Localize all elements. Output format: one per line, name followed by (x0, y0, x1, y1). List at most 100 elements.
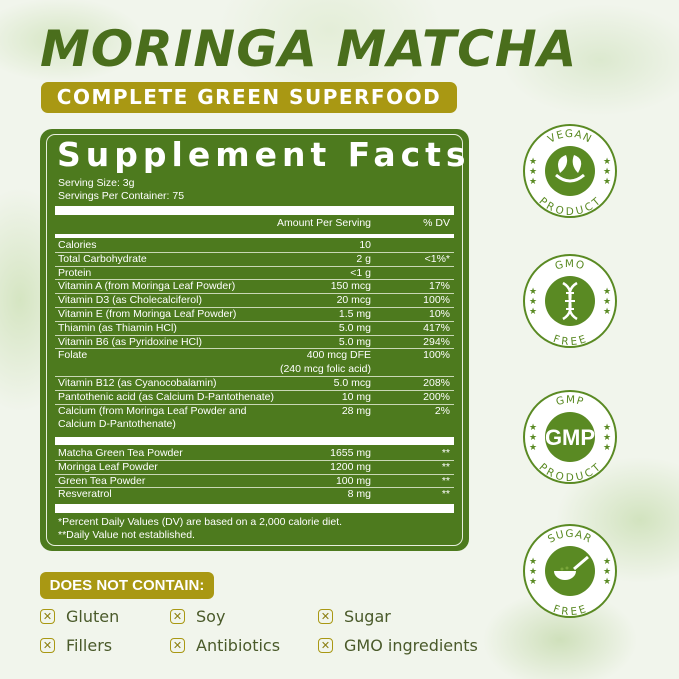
does-not-contain-label: DOES NOT CONTAIN: (40, 572, 214, 599)
dna-icon (562, 281, 578, 321)
badge-top-text: GMO (554, 258, 586, 273)
footnote-dv: *Percent Daily Values (DV) are based on … (58, 516, 343, 528)
row-dv: 294% (423, 335, 450, 348)
svg-text:SUGAR: SUGAR (546, 528, 594, 546)
svg-text:VEGAN: VEGAN (546, 128, 594, 146)
footnote-not-established: **Daily Value not established. (58, 529, 195, 541)
excluded-item: ✕ Gluten (40, 607, 119, 626)
svg-text:★: ★ (603, 577, 611, 587)
facts-row: Thiamin (as Thiamin HCl) 5.0 mg 417% (55, 322, 454, 336)
facts-row: Vitamin D3 (as Cholecalciferol) 20 mcg 100… (55, 294, 454, 308)
row-amount: 1200 mg (330, 460, 371, 473)
spoon-icon (554, 555, 589, 580)
row-dv: ** (441, 447, 450, 459)
row-amount: 28 mg (341, 404, 371, 417)
row-dv: 200% (423, 390, 450, 403)
row-amount: 1.5 mg (338, 307, 371, 320)
leaf-bowl-icon (555, 155, 585, 183)
facts-row: Total Carbohydrate 2 g <1%* (55, 253, 454, 267)
row-name: Vitamin A (from Moringa Leaf Powder) (58, 280, 236, 293)
row-name: Protein (58, 266, 92, 279)
facts-row: Moringa Leaf Powder 1200 mg ** (55, 461, 454, 475)
svg-text:★: ★ (603, 307, 611, 317)
row-name: Vitamin D3 (as Cholecalciferol) (58, 294, 202, 307)
gmp-center-text: GMP (545, 425, 595, 450)
product-title: MORINGA MATCHA (40, 20, 578, 78)
row-name: Folate (58, 349, 88, 362)
badge-gmo: ★ ★ ★ ★ ★ ★ GMO FREE (521, 252, 619, 350)
excluded-item-label: Fillers (66, 636, 113, 655)
row-dv: 17% (428, 280, 450, 293)
row-name: Moringa Leaf Powder (58, 460, 158, 473)
badge-top-text: SUGAR (546, 528, 593, 546)
row-amount-cont: (240 mcg folic acid) (279, 363, 371, 376)
row-amount: 8 mg (347, 488, 371, 501)
divider-thick (55, 504, 454, 513)
facts-row: Folate 400 mcg DFE (240 mcg folic acid) 100… (55, 349, 454, 377)
row-name: Calories (58, 239, 97, 251)
badge-vegan: ★ ★ ★ ★ ★ ★ VEGAN PRODUCT (521, 122, 619, 220)
row-dv: ** (441, 460, 450, 473)
facts-heading: Supplement Facts (57, 135, 471, 174)
row-name: Pantothenic acid (as Calcium D-Pantothen… (58, 390, 274, 403)
svg-text:★: ★ (603, 287, 611, 297)
facts-row: Resveratrol 8 mg ** (55, 488, 454, 502)
facts-row: Protein <1 g (55, 267, 454, 281)
gmp-text-icon: GMP (545, 425, 595, 450)
svg-text:★: ★ (603, 443, 611, 453)
col-amount: Amount Per Serving (277, 217, 371, 229)
svg-text:★: ★ (603, 567, 611, 577)
row-name: Total Carbohydrate (58, 252, 147, 265)
divider-thick (55, 206, 454, 215)
facts-row: Green Tea Powder 100 mg ** (55, 475, 454, 489)
row-name: Resveratrol (58, 488, 112, 501)
servings-per-container: Servings Per Container: 75 (58, 190, 185, 202)
x-box-icon: ✕ (318, 609, 333, 624)
serving-size: Serving Size: 3g (58, 177, 135, 189)
facts-row: Matcha Green Tea Powder 1655 mg ** (55, 447, 454, 461)
facts-row: Vitamin B6 (as Pyridoxine HCl) 5.0 mg 294% (55, 336, 454, 350)
svg-text:★: ★ (603, 423, 611, 433)
facts-row: Pantothenic acid (as Calcium D-Pantothen… (55, 391, 454, 405)
svg-text:★: ★ (529, 577, 537, 587)
svg-text:★: ★ (529, 157, 537, 167)
svg-text:★: ★ (529, 557, 537, 567)
row-amount: <1 g (350, 266, 371, 279)
row-amount: 10 mg (341, 390, 371, 403)
row-name: Vitamin B6 (as Pyridoxine HCl) (58, 335, 202, 348)
svg-text:★: ★ (529, 287, 537, 297)
divider (55, 234, 454, 238)
row-name: Vitamin E (from Moringa Leaf Powder) (58, 307, 237, 320)
facts-row: Vitamin A (from Moringa Leaf Powder) 150 … (55, 280, 454, 295)
row-dv: ** (441, 488, 450, 501)
row-amount: 2 g (356, 252, 371, 265)
row-name: Matcha Green Tea Powder (58, 447, 183, 459)
x-box-icon: ✕ (40, 638, 55, 653)
row-amount: 5.0 mg (338, 321, 371, 334)
row-dv: 208% (423, 376, 450, 389)
row-amount: 10 (359, 239, 371, 251)
row-dv: 10% (428, 307, 450, 320)
x-box-icon: ✕ (170, 609, 185, 624)
excluded-item-label: Soy (196, 607, 226, 626)
facts-row: Calories 10 (55, 239, 454, 253)
svg-text:★: ★ (603, 167, 611, 177)
row-name-cont: Calcium D-Pantothenate) (58, 418, 176, 431)
badge-sugar: ★ ★ ★ ★ ★ ★ SUGAR FREE (521, 522, 619, 620)
row-name: Vitamin B12 (as Cyanocobalamin) (58, 376, 217, 389)
row-amount: 150 mcg (330, 280, 371, 293)
excluded-item: ✕ Fillers (40, 636, 112, 655)
nutrient-list: Calories 10 Total Carbohydrate 2 g <1%* Prote… (55, 239, 454, 432)
svg-text:★: ★ (603, 557, 611, 567)
excluded-item: ✕ Sugar (318, 607, 391, 626)
excluded-item: ✕ GMO ingredients (318, 636, 478, 655)
row-name: Calcium (from Moringa Leaf Powder and (58, 404, 247, 417)
row-amount: 1655 mg (330, 447, 371, 459)
svg-text:GMO: GMO (554, 258, 587, 273)
badge-gmp: GMP ★ ★ ★ ★ ★ ★ GMP PRODUCT (521, 388, 619, 486)
excluded-item: ✕ Antibiotics (170, 636, 280, 655)
svg-text:★: ★ (529, 433, 537, 443)
svg-text:★: ★ (529, 567, 537, 577)
excluded-item-label: Sugar (344, 607, 391, 626)
svg-text:★: ★ (603, 157, 611, 167)
